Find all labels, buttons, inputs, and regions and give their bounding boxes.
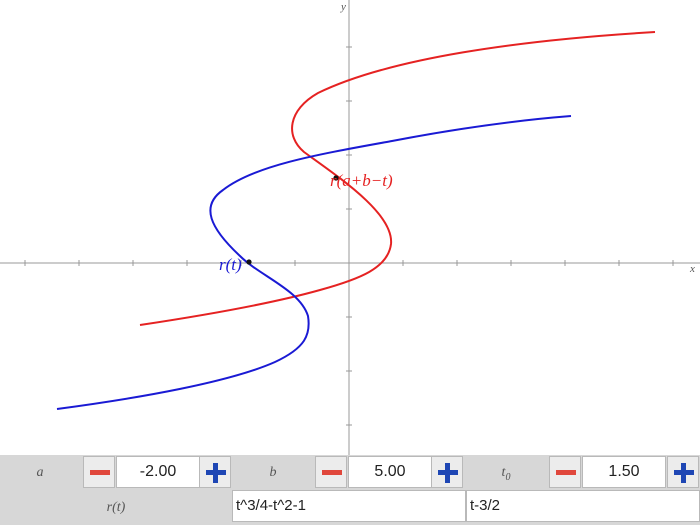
t0-label-main: t [501,465,506,480]
b-value-field[interactable]: 5.00 [348,456,432,488]
plus-icon [681,463,686,483]
graph-svg: x y r(t) r(a+b−t) [0,0,700,455]
t0-increment-button[interactable] [667,456,699,488]
point-r-a-b-t[interactable] [333,175,339,181]
r-y-component-field[interactable]: t-3/2 [466,490,700,522]
red-curve [139,31,656,326]
control-panel: a -2.00 b 5.00 t0 1.50 r(t) t^3/4-t^2-1 … [0,455,700,525]
a-value-field[interactable]: -2.00 [116,456,200,488]
r-label: r(t) [106,500,126,515]
red-curve-label: r(a+b−t) [330,171,393,190]
plus-icon [213,463,218,483]
graph-canvas[interactable]: x y r(t) r(a+b−t) [0,0,700,455]
r-x-component-field[interactable]: t^3/4-t^2-1 [232,490,466,522]
minus-icon [556,470,576,475]
point-r-t[interactable] [246,259,252,265]
a-increment-button[interactable] [199,456,231,488]
param-t0-label: t0 [466,456,546,490]
b-decrement-button[interactable] [315,456,347,488]
t0-decrement-button[interactable] [549,456,581,488]
t0-label-subscript: 0 [505,471,511,483]
t0-value-field[interactable]: 1.50 [582,456,666,488]
y-axis-label: y [340,1,346,13]
plus-icon [445,463,450,483]
param-a-label: a [36,465,44,480]
blue-curve-label: r(t) [219,255,242,274]
y-axis-ticks [346,46,352,426]
blue-curve [56,115,572,410]
minus-icon [90,470,110,475]
param-b-label: b [269,465,277,480]
a-decrement-button[interactable] [83,456,115,488]
minus-icon [322,470,342,475]
x-axis-ticks [24,260,674,266]
x-axis-label: x [689,263,695,275]
b-increment-button[interactable] [431,456,463,488]
